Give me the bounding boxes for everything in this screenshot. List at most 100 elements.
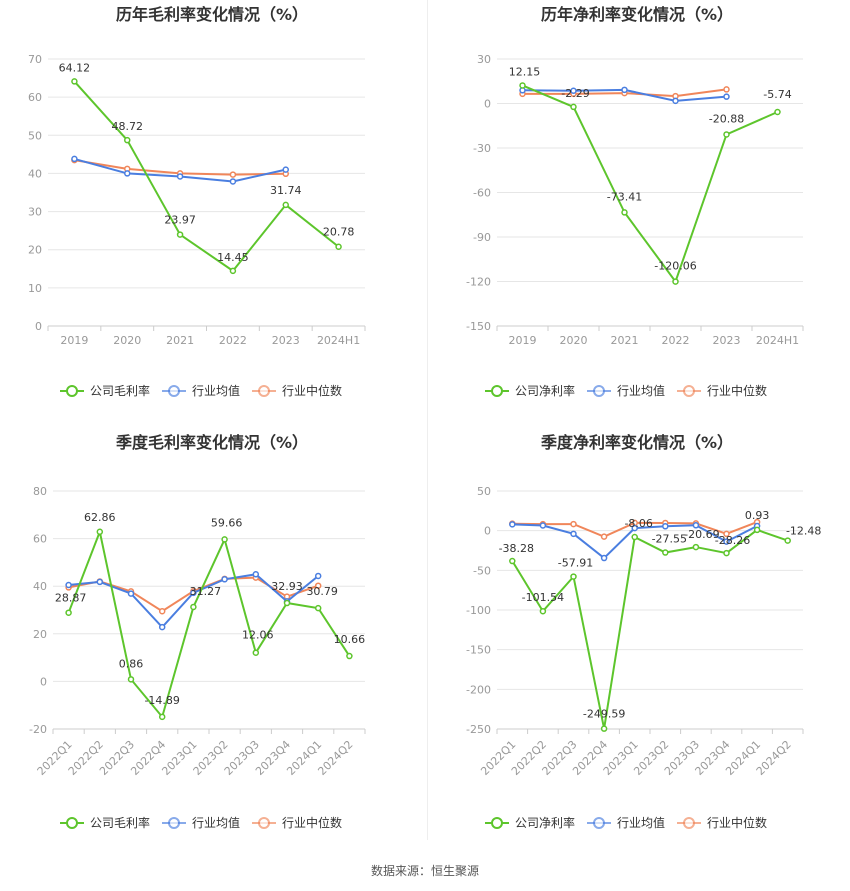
data-label: 12.06 xyxy=(242,629,274,642)
data-point-company xyxy=(252,649,260,656)
x-tick-label: 2023 xyxy=(713,334,741,347)
y-tick-label: -120 xyxy=(466,276,491,289)
y-tick-label: 60 xyxy=(33,533,47,546)
data-point-industry-avg xyxy=(509,521,516,528)
data-point-company xyxy=(753,526,761,534)
y-tick-label: 0 xyxy=(35,320,42,333)
legend-item-industry-avg: 行业均值 xyxy=(587,383,665,398)
data-label: -2.29 xyxy=(561,87,589,100)
data-point-industry-avg xyxy=(314,572,322,580)
data-label: -8.06 xyxy=(624,517,652,530)
chart-title: 历年净利率变化情况（%） xyxy=(541,5,733,24)
data-point-company xyxy=(723,549,730,557)
y-tick-label: -30 xyxy=(473,142,491,155)
legend-label: 行业均值 xyxy=(617,383,665,398)
legend-item-company: 公司毛利率 xyxy=(60,815,150,830)
data-label: 20.78 xyxy=(323,226,355,239)
y-tick-label: -60 xyxy=(473,187,491,200)
chart-quarterly-net-margin: 季度净利率变化情况（%） -250 -200 -150 -100 -50 0 50 2022Q1… xyxy=(425,428,850,848)
y-tick-label: 0 xyxy=(484,525,491,538)
y-tick-label: 40 xyxy=(28,167,42,180)
legend-marker xyxy=(683,817,695,829)
chart-title: 季度毛利率变化情况（%） xyxy=(115,433,308,452)
data-label: 10.66 xyxy=(334,633,366,646)
legend-label: 行业均值 xyxy=(192,815,240,830)
legend-label: 公司毛利率 xyxy=(90,383,150,398)
chart-quarterly-gross-margin: 季度毛利率变化情况（%） -20 0 20 40 60 80 2022Q1 2022Q2 2022… xyxy=(0,428,425,848)
data-point-company xyxy=(570,573,577,580)
data-point-company xyxy=(509,557,516,565)
data-label: 28.87 xyxy=(55,592,87,605)
legend-marker xyxy=(66,385,78,397)
chart-title: 历年毛利率变化情况（%） xyxy=(116,5,308,24)
data-point-company xyxy=(190,603,197,611)
data-point-company xyxy=(784,537,791,544)
data-point-industry-avg xyxy=(692,522,700,529)
data-point-company xyxy=(96,528,104,536)
legend-item-industry-avg: 行业均值 xyxy=(587,815,665,830)
y-tick-label: 0 xyxy=(40,675,47,688)
legend-item-industry-avg: 行业均值 xyxy=(162,383,240,398)
legend-item-industry-median: 行业中位数 xyxy=(677,383,767,398)
data-label: 0.86 xyxy=(119,657,144,670)
data-point-industry-avg xyxy=(600,554,608,562)
x-tick-label: 2021 xyxy=(166,334,194,347)
x-tick-label: 2024Q2 xyxy=(315,738,355,778)
y-tick-label: 20 xyxy=(28,244,42,257)
y-tick-label: 50 xyxy=(477,485,491,498)
data-point-company xyxy=(65,609,72,616)
legend-item-company: 公司净利率 xyxy=(485,383,575,398)
panel-divider xyxy=(427,0,428,840)
y-tick-label: 60 xyxy=(28,91,42,104)
data-point-industry-avg xyxy=(539,522,547,529)
chart-title: 季度净利率变化情况（%） xyxy=(540,433,733,452)
series-line-company xyxy=(73,80,340,273)
legend-item-industry-median: 行业中位数 xyxy=(252,815,342,830)
legend-marker xyxy=(593,385,605,397)
legend-label: 行业均值 xyxy=(192,383,240,398)
legend-marker xyxy=(258,817,270,829)
data-point-industry-median xyxy=(158,607,166,615)
data-label: -5.74 xyxy=(763,88,791,101)
data-label: -12.48 xyxy=(786,525,821,538)
y-tick-label: 40 xyxy=(33,580,47,593)
legend-item-company: 公司净利率 xyxy=(485,815,575,830)
legend-label: 行业均值 xyxy=(617,815,665,830)
y-tick-label: 70 xyxy=(28,53,42,66)
x-tick-label: 2020 xyxy=(560,334,588,347)
data-point-company xyxy=(229,267,237,275)
legend-item-industry-median: 行业中位数 xyxy=(677,815,767,830)
y-tick-label: -200 xyxy=(466,683,491,696)
data-point-company xyxy=(672,278,679,285)
x-tick-label: 2020 xyxy=(113,334,141,347)
data-label: -20.69 xyxy=(684,528,719,541)
legend-item-company: 公司毛利率 xyxy=(60,383,150,398)
data-label: 30.79 xyxy=(306,585,338,598)
data-point-industry-median xyxy=(314,582,322,589)
data-point-company xyxy=(631,533,638,541)
data-label: -249.59 xyxy=(583,708,625,721)
legend-marker xyxy=(168,817,180,829)
data-point-industry-avg xyxy=(621,86,628,94)
legend-label: 公司毛利率 xyxy=(90,815,150,830)
data-point-industry-avg xyxy=(282,166,289,173)
data-point-company xyxy=(221,536,228,543)
data-point-company xyxy=(539,607,547,615)
data-point-industry-median xyxy=(723,530,730,538)
data-point-company xyxy=(692,543,700,551)
data-point-industry-avg xyxy=(631,524,638,532)
data-label: -27.55 xyxy=(652,533,687,546)
y-tick-label: -250 xyxy=(466,723,491,736)
data-point-company xyxy=(774,108,781,116)
series-line-company xyxy=(522,84,778,284)
data-label: 31.74 xyxy=(270,184,302,197)
x-tick-label: 2022 xyxy=(662,334,690,347)
data-label: -101.54 xyxy=(522,591,564,604)
legend-label: 行业中位数 xyxy=(282,815,342,830)
legend-marker xyxy=(491,385,503,397)
y-tick-label: 80 xyxy=(33,485,47,498)
data-label: 12.15 xyxy=(509,65,541,78)
data-point-company xyxy=(723,131,730,138)
data-point-company xyxy=(346,652,353,660)
data-label: 48.72 xyxy=(112,120,144,133)
